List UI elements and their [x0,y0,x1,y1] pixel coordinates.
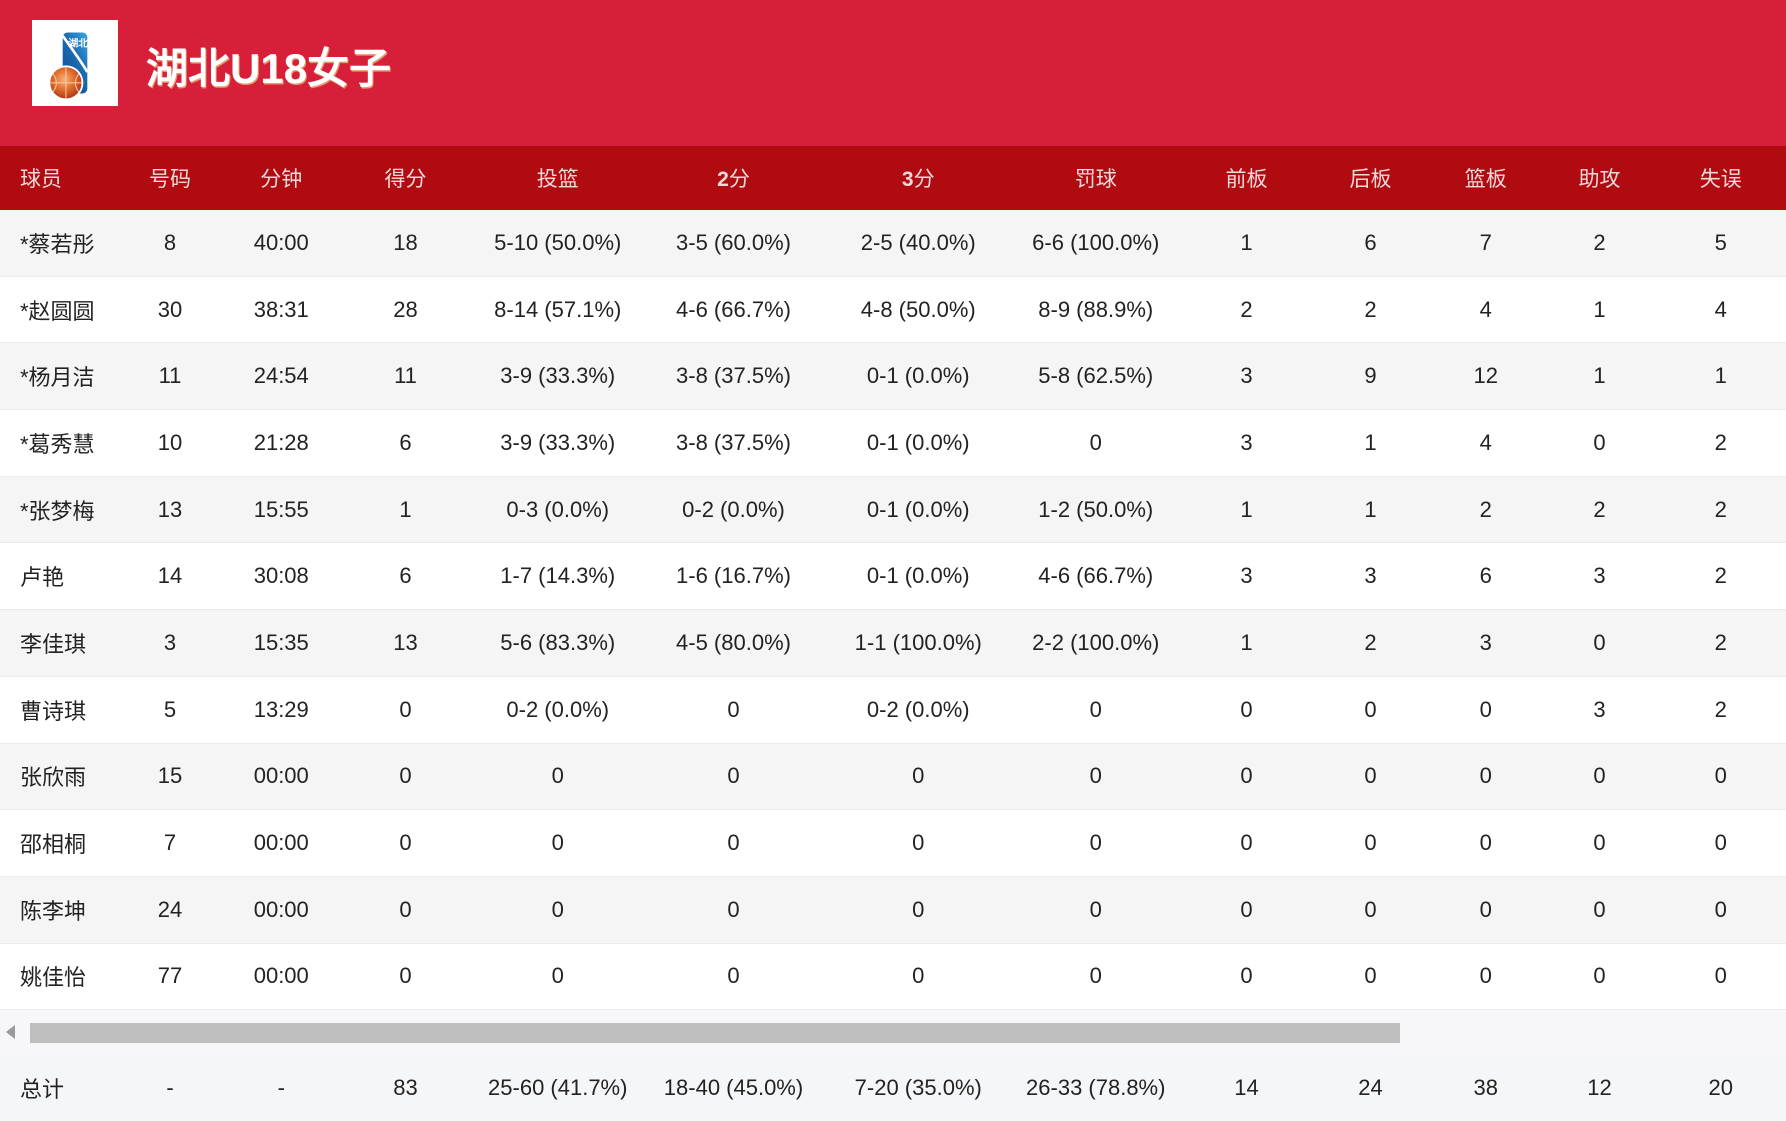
svg-text:湖北: 湖北 [68,36,88,49]
